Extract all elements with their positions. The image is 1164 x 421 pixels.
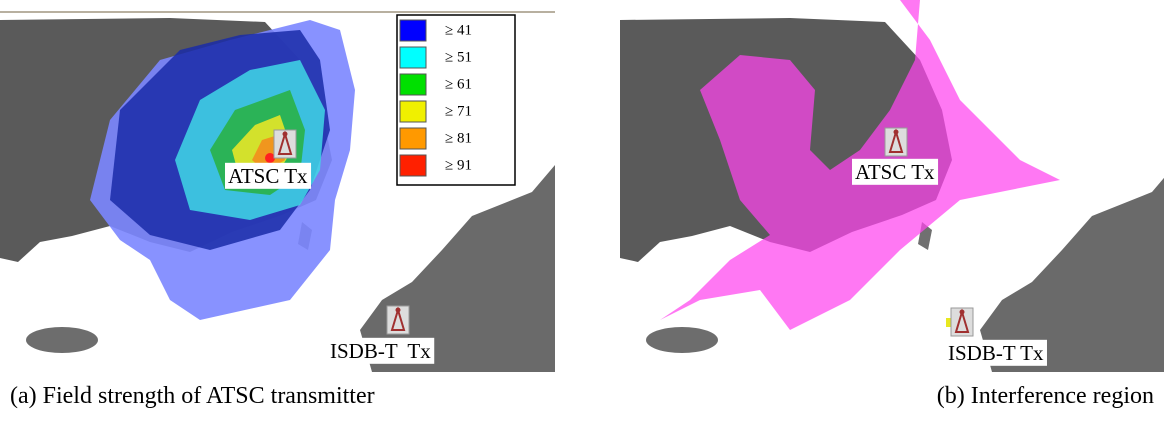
legend-label: ≥ 81 xyxy=(445,130,472,146)
legend-swatch xyxy=(400,101,426,122)
panel-a: ≥ 41 ≥ 51 ≥ 61 ≥ 71 ≥ 81 ≥ 91 xyxy=(0,12,555,372)
tower-icon xyxy=(951,308,973,336)
caption: (b) Interference region xyxy=(937,383,1154,409)
site-label: ISDB-T Tx xyxy=(948,341,1044,365)
legend-swatch xyxy=(400,20,426,41)
caption: (a) Field strength of ATSC transmitter xyxy=(10,383,375,409)
tower-icon xyxy=(387,306,409,334)
legend-swatch xyxy=(400,74,426,95)
site-label: ATSC Tx xyxy=(228,164,308,188)
legend-label: ≥ 41 xyxy=(445,22,472,38)
legend-swatch xyxy=(400,128,426,149)
legend-label: ≥ 51 xyxy=(445,49,472,65)
tower-icon xyxy=(885,128,907,156)
panel-b xyxy=(620,0,1164,372)
figure: ≥ 41 ≥ 51 ≥ 61 ≥ 71 ≥ 81 ≥ 91 ATSC Tx ISDB-T T… xyxy=(0,0,1164,416)
legend-label: ≥ 61 xyxy=(445,76,472,92)
legend-label: ≥ 91 xyxy=(445,157,472,173)
site-label: ISDB-T Tx xyxy=(330,339,431,363)
site-label: ATSC Tx xyxy=(855,160,935,184)
legend-label: ≥ 71 xyxy=(445,103,472,119)
legend-swatch xyxy=(400,47,426,68)
tower-icon xyxy=(274,130,296,158)
legend-swatch xyxy=(400,155,426,176)
